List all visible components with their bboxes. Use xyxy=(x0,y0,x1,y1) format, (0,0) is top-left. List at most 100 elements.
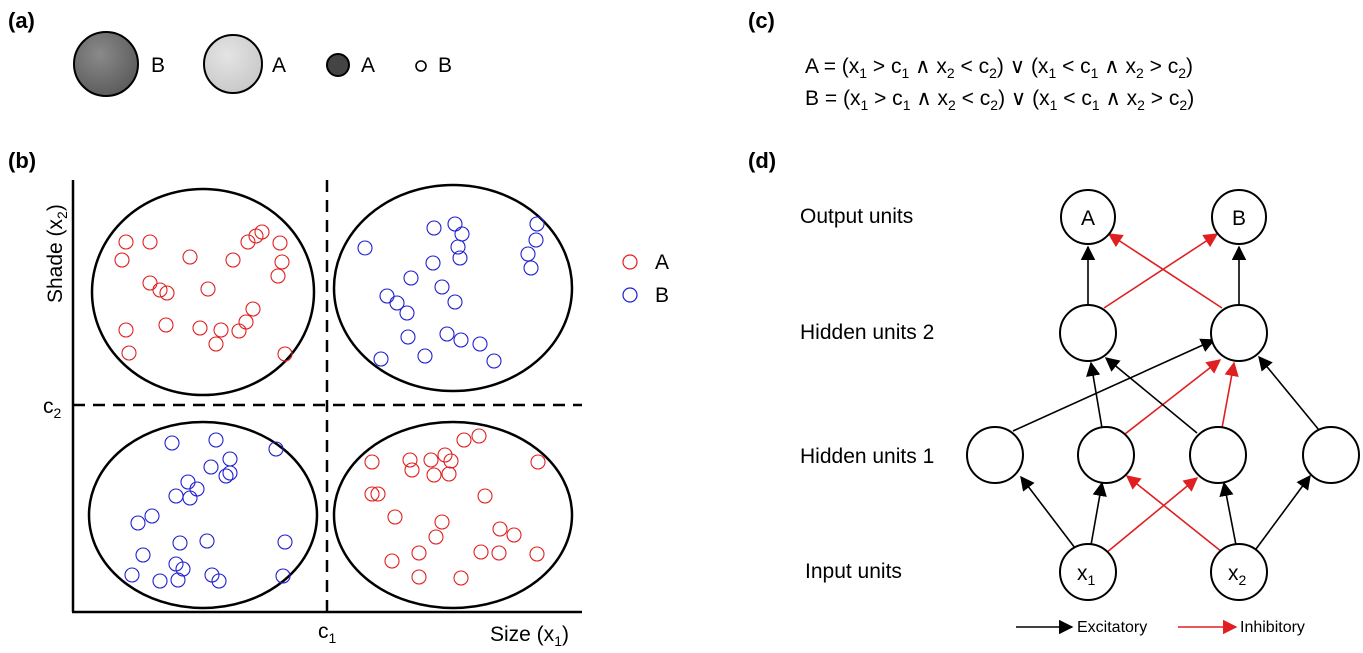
scatter-point-29 xyxy=(450,239,466,255)
input-node-x2-label: x2 xyxy=(1228,562,1247,588)
scatter-point-36 xyxy=(403,270,419,286)
equation-b: B = (x1 > c1 ∧ x2 < c2) ∨ (x1 < c1 ∧ x2 … xyxy=(805,87,1194,113)
hidden1-node-1 xyxy=(966,426,1024,484)
scatter-point-76 xyxy=(423,452,439,468)
edge-x1-h1b xyxy=(1090,481,1107,546)
scatter-point-57 xyxy=(189,481,205,497)
scatter-point-24 xyxy=(277,346,293,362)
scatter-point-32 xyxy=(520,246,536,262)
scatter-point-70 xyxy=(152,573,168,589)
panel-label-a: (a) xyxy=(8,8,35,33)
y-axis-label: Shade (x2) xyxy=(44,204,70,303)
scatter-point-33 xyxy=(523,260,539,276)
scatter-point-31 xyxy=(528,232,544,248)
scatter-point-34 xyxy=(425,255,441,271)
equation-a: A = (x1 > c1 ∧ x2 < c2) ∨ (x1 < c1 ∧ x2 … xyxy=(805,55,1193,81)
scatter-point-45 xyxy=(472,336,488,352)
scatter-point-62 xyxy=(172,535,188,551)
scatter-point-20 xyxy=(192,320,208,336)
scatter-point-88 xyxy=(387,509,403,525)
stimulus-label-4: B xyxy=(438,54,452,77)
scatter-point-27 xyxy=(447,216,463,232)
scatter-point-58 xyxy=(168,488,184,504)
cluster-ellipse-bottom-left xyxy=(87,420,319,610)
scatter-point-50 xyxy=(208,432,224,448)
scatter-point-75 xyxy=(402,452,418,468)
scatter-point-12 xyxy=(152,282,168,298)
legend-marker-b xyxy=(622,287,638,303)
scatter-point-4 xyxy=(225,252,241,268)
edge-x2-h1d xyxy=(1255,474,1311,550)
scatter-point-92 xyxy=(428,529,444,545)
c2-label: c2 xyxy=(43,395,62,421)
scatter-point-64 xyxy=(277,534,293,550)
scatter-point-44 xyxy=(453,332,469,348)
scatter-point-48 xyxy=(373,351,389,367)
edge-h1c-h2b xyxy=(1221,361,1239,429)
legend-marker-a xyxy=(622,254,638,270)
hidden1-node-2 xyxy=(1077,426,1135,484)
scatter-point-21 xyxy=(213,322,229,338)
scatter-point-43 xyxy=(439,326,455,342)
scatter-point-85 xyxy=(364,486,380,502)
scatter-point-61 xyxy=(130,515,146,531)
scatter-point-56 xyxy=(218,468,234,484)
scatter-point-17 xyxy=(118,322,134,338)
x-axis-label: Size (x1) xyxy=(490,623,569,649)
scatter-point-51 xyxy=(222,451,238,467)
scatter-point-28 xyxy=(454,226,470,242)
small-light-stimulus xyxy=(415,60,427,72)
scatter-point-96 xyxy=(384,553,400,569)
stimulus-label-3: A xyxy=(361,54,375,77)
scatter-point-82 xyxy=(441,466,457,482)
scatter-point-73 xyxy=(275,568,291,584)
scatter-point-39 xyxy=(389,295,405,311)
legend-label-a: A xyxy=(655,251,669,274)
scatter-point-30 xyxy=(529,216,545,232)
edge-x1-h1a xyxy=(1020,475,1076,549)
scatter-point-81 xyxy=(443,453,459,469)
output-node-b xyxy=(1211,189,1267,245)
scatter-point-72 xyxy=(211,573,227,589)
scatter-point-79 xyxy=(471,428,487,444)
panel-b-scatter: Shade (x2) Size (x1) c1 c2 A B xyxy=(43,180,669,649)
scatter-point-3 xyxy=(182,249,198,265)
edge-x2-h1b xyxy=(1125,475,1223,553)
scatter-point-53 xyxy=(203,459,219,475)
scatter-point-87 xyxy=(477,488,493,504)
layer-label-output: Output units xyxy=(800,205,913,228)
scatter-point-14 xyxy=(200,281,216,297)
scatter-point-91 xyxy=(506,527,522,543)
scatter-point-19 xyxy=(121,345,137,361)
c1-label: c1 xyxy=(318,620,337,646)
panel-d-network: Output units Hidden units 2 Hidden units… xyxy=(800,189,1360,636)
edge-h1c-h2a xyxy=(1104,357,1198,434)
scatter-point-11 xyxy=(142,275,158,291)
small-dark-stimulus xyxy=(326,53,350,77)
output-node-b-label: B xyxy=(1232,207,1246,230)
scatter-point-67 xyxy=(175,561,191,577)
scatter-point-78 xyxy=(456,432,472,448)
scatter-point-60 xyxy=(144,508,160,524)
scatter-point-89 xyxy=(434,514,450,530)
scatter-point-1 xyxy=(142,234,158,250)
scatter-point-83 xyxy=(404,462,420,478)
cluster-ellipse-bottom-right xyxy=(332,420,574,610)
edge-h2b-outa xyxy=(1107,233,1223,309)
cluster-ellipse-top-left xyxy=(90,187,316,397)
inhibitory-legend-label: Inhibitory xyxy=(1240,619,1305,636)
scatter-point-38 xyxy=(379,288,395,304)
edge-h1b-h2b xyxy=(1124,359,1222,435)
scatter-point-18 xyxy=(158,317,174,333)
edge-h1b-h2a xyxy=(1086,361,1103,429)
panel-label-d: (d) xyxy=(748,148,776,173)
hidden2-node-2 xyxy=(1210,304,1268,362)
excitatory-legend-label: Excitatory xyxy=(1077,619,1147,636)
scatter-point-46 xyxy=(417,348,433,364)
scatter-point-40 xyxy=(447,294,463,310)
scatter-point-22 xyxy=(208,336,224,352)
scatter-legend: A B xyxy=(622,251,669,307)
output-node-a-label: A xyxy=(1081,207,1095,230)
scatter-point-93 xyxy=(473,544,489,560)
scatter-point-47 xyxy=(486,353,502,369)
